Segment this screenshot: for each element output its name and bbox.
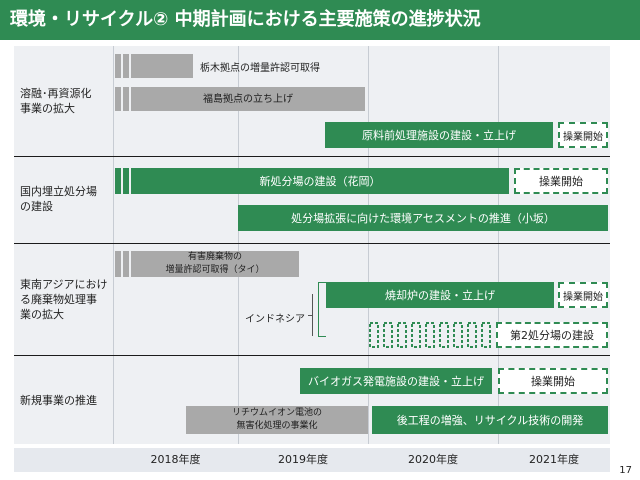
bracket	[312, 294, 313, 336]
year-label: 2020年度	[408, 453, 458, 466]
row-separator	[14, 243, 610, 244]
lithium-bar: リチウムイオン電池の 無害化処理の事業化	[186, 406, 368, 434]
planned-stripes	[369, 322, 491, 348]
operation-start-box: 操業開始	[558, 282, 608, 308]
gray-stub	[123, 87, 129, 111]
gray-stub	[123, 54, 129, 78]
row-separator	[14, 355, 610, 356]
second-site-box: 第2処分場の建設	[496, 322, 608, 348]
category-label: 東南アジアにおけ る廃棄物処理事 業の拡大	[20, 278, 108, 321]
category-label: 国内埋立処分場 の建設	[20, 185, 97, 213]
operation-start-box: 操業開始	[514, 168, 608, 194]
gray-stub	[123, 251, 129, 277]
hazardous-bar: 有害廃棄物の 増量許認可取得（タイ）	[131, 251, 299, 277]
category-label: 溶融･再資源化 事業の拡大	[20, 87, 92, 115]
gridline	[498, 46, 499, 444]
bracket	[318, 336, 326, 337]
year-label: 2018年度	[150, 453, 201, 466]
post-process-bar: 後工程の増強、リサイクル技術の開発	[372, 406, 608, 434]
gridline	[113, 46, 114, 444]
bracket	[318, 282, 319, 336]
year-axis	[14, 448, 610, 472]
page-number: 17	[619, 465, 632, 476]
biogas-bar: バイオガス発電施設の建設・立上げ	[300, 368, 492, 394]
new-site-bar: 新処分場の建設（花岡）	[131, 168, 509, 194]
category-label: 新規事業の推進	[20, 394, 97, 407]
title-bar: 環境・リサイクル② 中期計画における主要施策の進捗状況	[0, 0, 640, 40]
bracket	[308, 315, 312, 316]
row-separator	[14, 156, 610, 157]
year-label: 2021年度	[529, 453, 579, 466]
page-title: 環境・リサイクル② 中期計画における主要施策の進捗状況	[10, 9, 481, 30]
indonesia-label: インドネシア	[245, 314, 305, 325]
incinerator-bar: 焼却炉の建設・立上げ	[326, 282, 554, 308]
raw-material-bar: 原料前処理施設の建設・立上げ	[325, 122, 553, 148]
bar-label: 栃木拠点の増量許認可取得	[200, 63, 320, 74]
gray-stub	[115, 251, 121, 277]
green-stub	[115, 168, 121, 194]
operation-start-box: 操業開始	[558, 122, 608, 148]
year-label: 2019年度	[278, 453, 328, 466]
fukushima-bar: 福島拠点の立ち上げ	[131, 87, 365, 111]
gridline	[368, 46, 369, 444]
expansion-bar: 処分場拡張に向けた環境アセスメントの推進（小坂）	[238, 205, 608, 231]
bracket	[318, 282, 326, 283]
gray-stub	[115, 54, 121, 78]
gray-bar	[131, 54, 193, 78]
operation-start-box: 操業開始	[498, 368, 608, 394]
gray-stub	[115, 87, 121, 111]
gridline	[238, 46, 239, 444]
green-stub	[123, 168, 129, 194]
